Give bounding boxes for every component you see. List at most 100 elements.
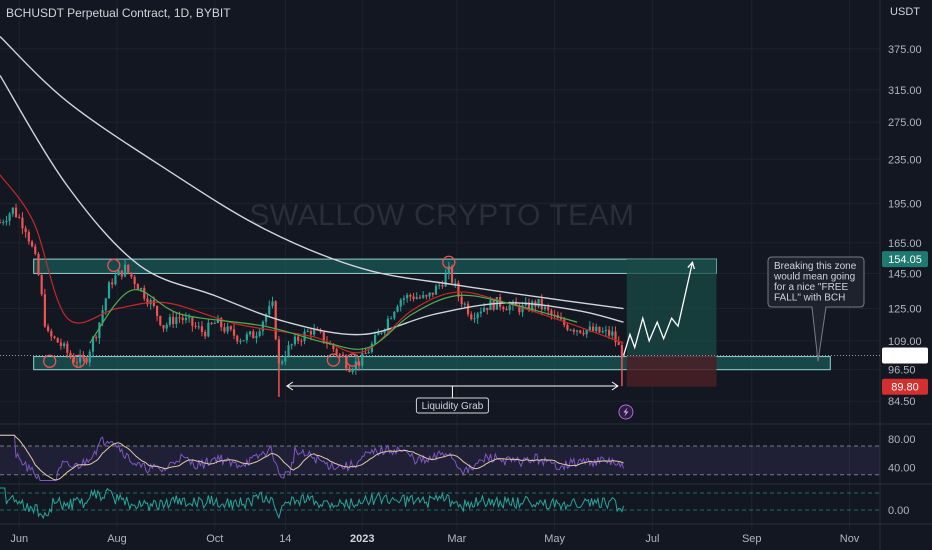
candle bbox=[120, 270, 123, 280]
time-tick-label: Nov bbox=[840, 533, 860, 545]
time-tick-label: Oct bbox=[206, 533, 223, 545]
candle-body bbox=[155, 305, 159, 316]
candle bbox=[191, 316, 194, 332]
candle-body bbox=[399, 299, 402, 307]
candle-body bbox=[386, 318, 390, 330]
candle-body bbox=[450, 266, 454, 283]
projection-arrowhead bbox=[687, 260, 696, 270]
candle bbox=[591, 322, 595, 332]
candle bbox=[75, 357, 79, 368]
candle-body bbox=[572, 329, 575, 332]
callout-text-line: FALL" with BCH bbox=[774, 293, 845, 304]
candle bbox=[447, 261, 450, 280]
candle bbox=[146, 294, 149, 307]
candle bbox=[223, 322, 226, 334]
candle-body bbox=[505, 309, 508, 311]
candle-body bbox=[585, 329, 588, 335]
candle bbox=[181, 314, 184, 325]
candle bbox=[27, 229, 30, 245]
candle-body bbox=[460, 296, 463, 305]
candle bbox=[69, 350, 72, 360]
candle-body bbox=[165, 324, 168, 329]
candle-body bbox=[422, 295, 425, 298]
candle-body bbox=[236, 335, 239, 342]
candle-body bbox=[595, 326, 598, 332]
candle-body bbox=[393, 311, 396, 319]
time-tick-label: 14 bbox=[279, 533, 291, 545]
candle-body bbox=[438, 285, 441, 287]
price-badges: 154.05 102.45 89.80 bbox=[882, 251, 928, 395]
candle-body bbox=[91, 337, 95, 352]
rsi-line bbox=[0, 434, 625, 482]
candle-body bbox=[159, 315, 162, 326]
liquidity-label-box bbox=[415, 397, 489, 414]
candle bbox=[306, 328, 309, 333]
candle bbox=[46, 323, 50, 333]
candle-body bbox=[598, 326, 601, 333]
moving-average-line bbox=[0, 36, 624, 310]
candle-body bbox=[582, 332, 585, 335]
candle bbox=[457, 280, 460, 302]
lightning-icon[interactable] bbox=[618, 404, 634, 420]
target-area[interactable] bbox=[626, 259, 717, 356]
candle-body bbox=[527, 302, 531, 311]
candle bbox=[130, 272, 133, 279]
candle bbox=[210, 321, 213, 326]
candle bbox=[123, 259, 127, 278]
candle-body bbox=[210, 322, 213, 324]
candle bbox=[566, 322, 569, 332]
time-tick-label: May bbox=[544, 533, 565, 545]
candle-body bbox=[104, 298, 107, 311]
candle-body bbox=[277, 339, 281, 364]
candle bbox=[159, 315, 162, 327]
candle-body bbox=[130, 272, 133, 277]
candle-body bbox=[188, 317, 191, 319]
price-tick-label: 165.00 bbox=[888, 238, 922, 250]
liquidity-arrow-head-right bbox=[611, 381, 619, 391]
candle-body bbox=[178, 317, 181, 319]
candle-body bbox=[162, 325, 165, 329]
candle bbox=[543, 305, 547, 312]
time-tick-label: Jun bbox=[10, 533, 28, 545]
candle-body bbox=[479, 311, 482, 314]
candle bbox=[114, 270, 117, 286]
candle bbox=[229, 325, 232, 332]
candle bbox=[601, 327, 604, 334]
candle bbox=[572, 328, 575, 335]
candle-body bbox=[152, 300, 155, 306]
candle bbox=[425, 294, 428, 300]
candle-body bbox=[425, 295, 428, 297]
position-box[interactable] bbox=[626, 259, 717, 387]
candle-body bbox=[335, 349, 338, 355]
price-axis[interactable]: 375.00 315.00 275.00 235.00 195.00 165.00 145.… bbox=[888, 44, 922, 408]
osc-line bbox=[0, 487, 625, 520]
candle-body bbox=[248, 331, 252, 335]
liquidity-arrow-head-left bbox=[286, 381, 294, 391]
candle bbox=[412, 292, 415, 302]
price-tick-label: 96.50 bbox=[888, 365, 916, 377]
candle bbox=[502, 305, 505, 312]
candle bbox=[345, 354, 348, 372]
candle-body bbox=[322, 332, 325, 342]
candle-body bbox=[406, 294, 409, 299]
candle bbox=[24, 225, 27, 238]
liquidity-label[interactable]: Liquidity Grab bbox=[415, 397, 489, 414]
candle bbox=[595, 323, 598, 333]
candle-body bbox=[402, 298, 406, 300]
stop-price-badge: 89.80 bbox=[882, 378, 928, 395]
candle bbox=[43, 288, 46, 328]
marker-circle bbox=[442, 255, 456, 269]
candle bbox=[175, 312, 178, 329]
time-axis[interactable]: Jun Aug Oct 14 2023 Mar May Jul Sep Nov bbox=[10, 533, 859, 545]
candle-body bbox=[361, 353, 364, 366]
candle-body bbox=[441, 285, 444, 287]
candle bbox=[293, 333, 297, 347]
candle bbox=[422, 291, 425, 299]
stop-area[interactable] bbox=[626, 355, 717, 387]
candle bbox=[441, 280, 444, 289]
time-tick-label: Jul bbox=[645, 533, 659, 545]
candle bbox=[479, 307, 482, 318]
osc-tick-label: 0.00 bbox=[888, 505, 909, 517]
